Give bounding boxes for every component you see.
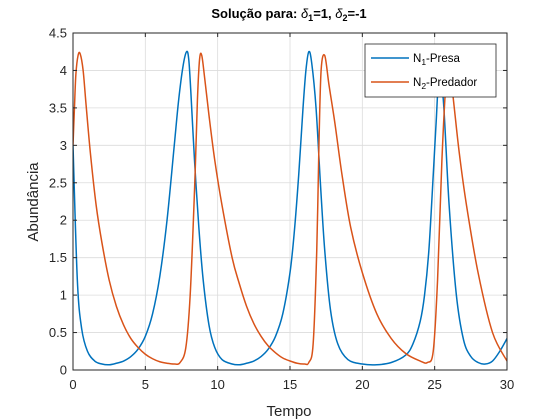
x-tick-label: 0 [69,377,76,392]
title-delta2-symbol: δ [335,6,343,21]
title-delta1-value: =1, [313,6,335,21]
x-tick-label: 25 [427,377,441,392]
series-line-predador [73,51,507,366]
title-delta2-subscript: 2 [342,13,347,23]
legend-box [364,43,497,98]
y-tick-label: 3.5 [49,100,67,115]
title-delta1-subscript: 1 [308,13,313,23]
y-tick-label: 2.5 [49,175,67,190]
series-line-presa [73,50,507,366]
ticks [72,32,508,371]
plot-area [73,50,507,366]
x-tick-label: 15 [283,377,297,392]
y-tick-label: 1.5 [49,250,67,265]
y-axis-label: Abundância [25,162,42,242]
y-tick-label: 4.5 [49,26,67,41]
x-tick-label: 10 [210,377,224,392]
title-prefix: Solução para: [211,6,301,21]
legend-entry-presa: N1-Presa [413,53,461,67]
y-tick-labels: 0 0.5 1 1.5 2 2.5 3 3.5 4 4.5 [49,26,67,378]
chart-title: Solução para: δ1=1, δ2=-1 [211,6,366,23]
x-tick-label: 5 [142,377,149,392]
x-tick-label: 30 [500,377,514,392]
x-axis-label: Tempo [266,403,311,420]
y-tick-label: 1 [60,288,67,303]
y-tick-label: 3 [60,138,67,153]
y-tick-label: 0.5 [49,325,67,340]
legend-entry-predador: N2-Predador [413,77,477,91]
x-tick-labels: 0 5 10 15 20 25 30 [69,377,514,392]
title-delta2-value: =-1 [347,6,366,21]
title-delta1-symbol: δ [301,6,309,21]
y-tick-label: 2 [60,213,67,228]
legend: N1-Presa N2-Predador [364,43,497,98]
x-tick-label: 20 [355,377,369,392]
y-tick-label: 0 [60,363,67,378]
y-tick-label: 4 [60,63,67,78]
